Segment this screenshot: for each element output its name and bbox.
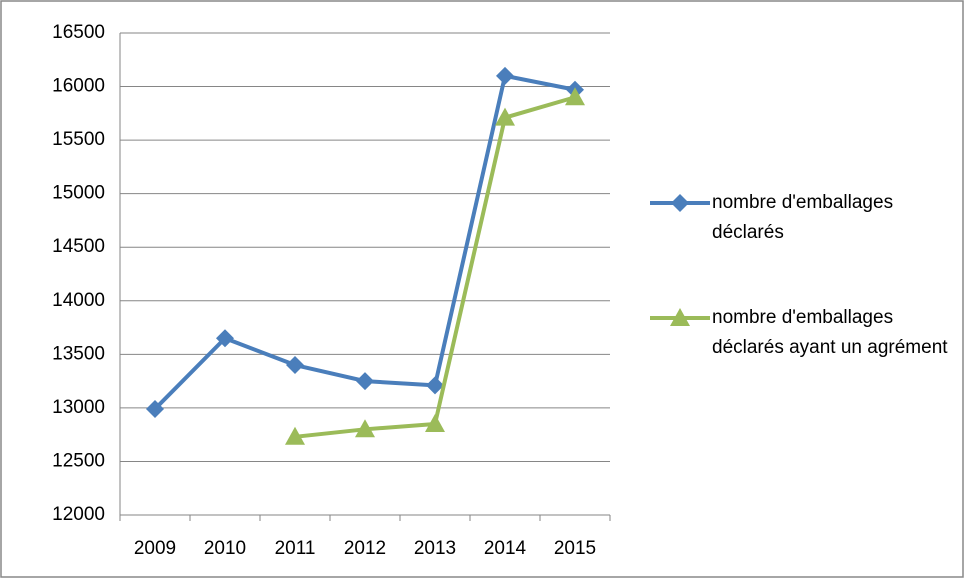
y-tick-label: 16500 — [52, 22, 105, 43]
y-tick-label: 12500 — [52, 450, 105, 471]
y-tick-label: 14500 — [52, 236, 105, 257]
y-tick-label: 13000 — [52, 397, 105, 418]
x-tick-label: 2009 — [134, 538, 176, 559]
point — [356, 372, 374, 391]
y-tick-label: 13500 — [52, 343, 105, 364]
x-tick-label: 2012 — [344, 538, 386, 559]
x-tick-label: 2013 — [414, 538, 456, 559]
point — [495, 107, 515, 126]
x-tick-label: 2015 — [554, 538, 596, 559]
point — [286, 356, 304, 375]
y-tick-label: 12000 — [52, 504, 105, 525]
x-tick-label: 2010 — [204, 538, 246, 559]
point — [565, 87, 585, 106]
point — [425, 413, 445, 432]
legend-label: nombre d'emballages déclarés ayant un ag… — [712, 307, 948, 358]
point — [146, 399, 164, 418]
x-tick-label: 2014 — [484, 538, 527, 559]
point — [285, 426, 305, 445]
y-tick-label: 16000 — [52, 76, 105, 97]
y-tick-label: 15000 — [52, 183, 105, 204]
y-tick-label: 14000 — [52, 290, 105, 311]
legend-marker — [671, 194, 689, 212]
x-tick-label: 2011 — [275, 538, 316, 559]
point — [426, 376, 444, 395]
legend-marker — [670, 308, 690, 326]
point — [496, 66, 514, 85]
legend-label: nombre d'emballages déclarés — [712, 192, 894, 243]
y-tick-label: 15500 — [52, 129, 105, 150]
point — [355, 419, 375, 438]
point — [216, 329, 234, 348]
